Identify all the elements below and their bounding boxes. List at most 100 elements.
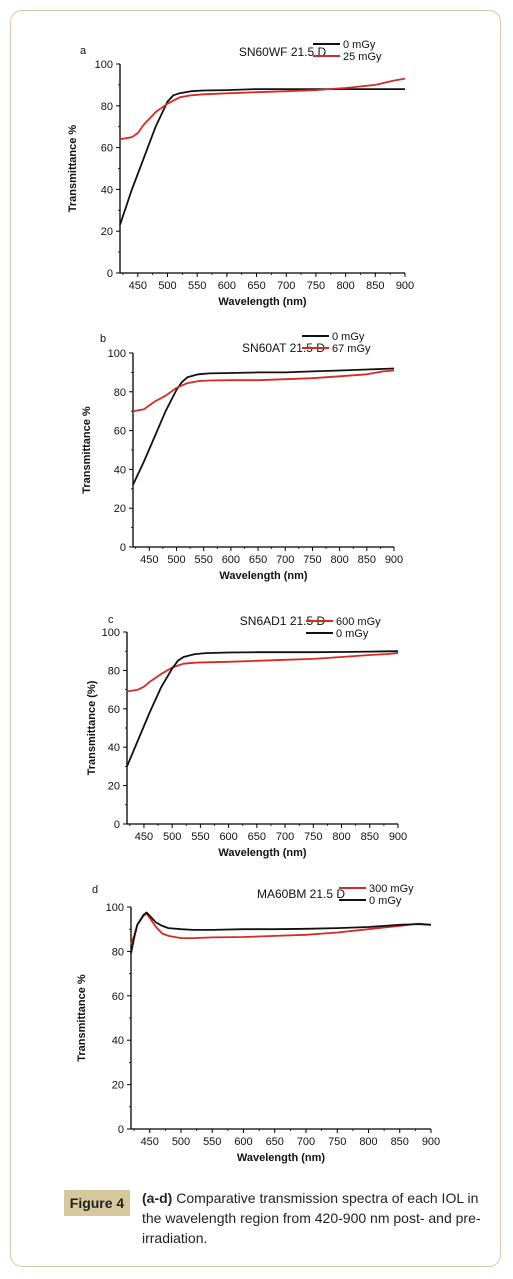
- x-tick-label: 850: [391, 1136, 409, 1148]
- x-tick-label: 700: [277, 280, 295, 292]
- chart-panel-b: 0 20 40 60 80 100 450 500 550 600 650 700 750 800 850 9…: [81, 331, 403, 582]
- x-tick-label: 850: [361, 831, 379, 843]
- x-tick-label: 800: [332, 831, 350, 843]
- chart-title: MA60BM 21.5 D: [257, 887, 345, 901]
- chart-panel-c: 0 20 40 60 80 100 450 500 550 600 650 700 750 800 850 9…: [86, 614, 407, 859]
- x-tick-label: 600: [219, 831, 237, 843]
- x-tick-label: 800: [359, 1136, 377, 1148]
- x-tick-label: 550: [195, 554, 213, 566]
- x-tick-label: 450: [129, 280, 147, 292]
- legend-label: 600 mGy: [336, 616, 381, 628]
- y-tick-label: 0: [120, 542, 126, 554]
- y-tick-label: 80: [114, 387, 126, 399]
- x-axis-label: Wavelength (nm): [219, 570, 308, 582]
- x-tick-label: 650: [266, 1136, 284, 1148]
- figure-label: Figure 4: [64, 1190, 130, 1216]
- x-tick-label: 450: [135, 831, 153, 843]
- x-tick-label: 600: [218, 280, 236, 292]
- y-axis-label: Transmittance %: [67, 125, 79, 213]
- y-tick-label: 80: [112, 946, 124, 958]
- x-axis-label: Wavelength (nm): [218, 847, 307, 859]
- series-line-red: [119, 77, 406, 141]
- figure-frame: [10, 10, 501, 1267]
- y-axis-label: Transmittance (%): [86, 680, 98, 775]
- y-tick-label: 40: [108, 742, 120, 754]
- y-tick-label: 20: [114, 503, 126, 515]
- x-tick-label: 450: [141, 1136, 159, 1148]
- panel-label: b: [100, 333, 106, 345]
- caption-bold: (a-d): [142, 1190, 173, 1206]
- x-tick-label: 600: [222, 554, 240, 566]
- y-tick-label: 80: [108, 665, 120, 677]
- x-axis-label: Wavelength (nm): [237, 1152, 326, 1164]
- x-tick-label: 550: [188, 280, 206, 292]
- y-tick-label: 100: [106, 902, 124, 914]
- legend-label: 67 mGy: [332, 343, 371, 355]
- x-tick-label: 500: [167, 554, 185, 566]
- caption-body: Comparative transmission spectra of each…: [142, 1190, 481, 1246]
- x-tick-label: 750: [328, 1136, 346, 1148]
- x-tick-label: 900: [396, 280, 414, 292]
- chart-panel-d: 0 20 40 60 80 100 450 500 550 600 650 700 750 800 850 9…: [76, 883, 440, 1164]
- y-tick-label: 20: [101, 226, 113, 238]
- y-tick-label: 0: [114, 819, 120, 831]
- x-tick-label: 800: [330, 554, 348, 566]
- panel-label: c: [108, 614, 114, 626]
- y-axis-label: Transmittance %: [81, 406, 93, 494]
- legend-label: 0 mGy: [336, 628, 369, 640]
- x-tick-label: 750: [304, 831, 322, 843]
- series-line-red: [126, 652, 399, 693]
- legend-label: 0 mGy: [369, 895, 402, 907]
- caption-text: (a-d) Comparative transmission spectra o…: [142, 1188, 482, 1248]
- legend-label: 25 mGy: [343, 51, 382, 63]
- series-line-black: [126, 650, 399, 767]
- y-tick-label: 60: [112, 991, 124, 1003]
- x-tick-label: 900: [385, 554, 403, 566]
- x-tick-label: 850: [358, 554, 376, 566]
- x-tick-label: 900: [389, 831, 407, 843]
- y-tick-label: 40: [112, 1035, 124, 1047]
- x-tick-label: 700: [276, 554, 294, 566]
- x-tick-label: 550: [191, 831, 209, 843]
- y-tick-label: 100: [108, 348, 126, 360]
- series-line-black: [119, 88, 405, 226]
- x-tick-label: 550: [203, 1136, 221, 1148]
- x-tick-label: 750: [303, 554, 321, 566]
- series-line-black: [130, 911, 432, 954]
- y-tick-label: 60: [101, 143, 113, 155]
- series-line-black: [132, 367, 395, 486]
- chart-title: SN60AT 21.5 D: [242, 341, 325, 355]
- y-tick-label: 80: [101, 101, 113, 113]
- legend-label: 300 mGy: [369, 883, 414, 895]
- x-tick-label: 450: [140, 554, 158, 566]
- y-tick-label: 60: [108, 704, 120, 716]
- y-axis-label: Transmittance %: [76, 974, 88, 1062]
- series-line-red: [132, 369, 395, 413]
- x-tick-label: 650: [247, 280, 265, 292]
- x-tick-label: 500: [158, 280, 176, 292]
- y-tick-label: 20: [112, 1080, 124, 1092]
- legend-label: 0 mGy: [332, 331, 365, 343]
- panel-label: d: [92, 884, 98, 896]
- x-tick-label: 500: [163, 831, 181, 843]
- y-tick-label: 40: [114, 464, 126, 476]
- legend-label: 0 mGy: [343, 39, 376, 51]
- x-tick-label: 650: [248, 831, 266, 843]
- chart-title: SN60WF 21.5 D: [239, 45, 327, 59]
- x-tick-label: 700: [276, 831, 294, 843]
- x-tick-label: 750: [307, 280, 325, 292]
- y-tick-label: 100: [95, 59, 113, 71]
- x-tick-label: 700: [297, 1136, 315, 1148]
- figure-caption: Figure 4 (a-d) Comparative transmission …: [64, 1190, 484, 1250]
- x-tick-label: 600: [234, 1136, 252, 1148]
- x-tick-label: 650: [249, 554, 267, 566]
- x-tick-label: 900: [422, 1136, 440, 1148]
- panel-label: a: [80, 45, 87, 57]
- y-tick-label: 0: [107, 268, 113, 280]
- y-tick-label: 40: [101, 184, 113, 196]
- x-axis-label: Wavelength (nm): [218, 296, 307, 308]
- y-tick-label: 100: [102, 627, 120, 639]
- y-tick-label: 60: [114, 426, 126, 438]
- x-tick-label: 500: [172, 1136, 190, 1148]
